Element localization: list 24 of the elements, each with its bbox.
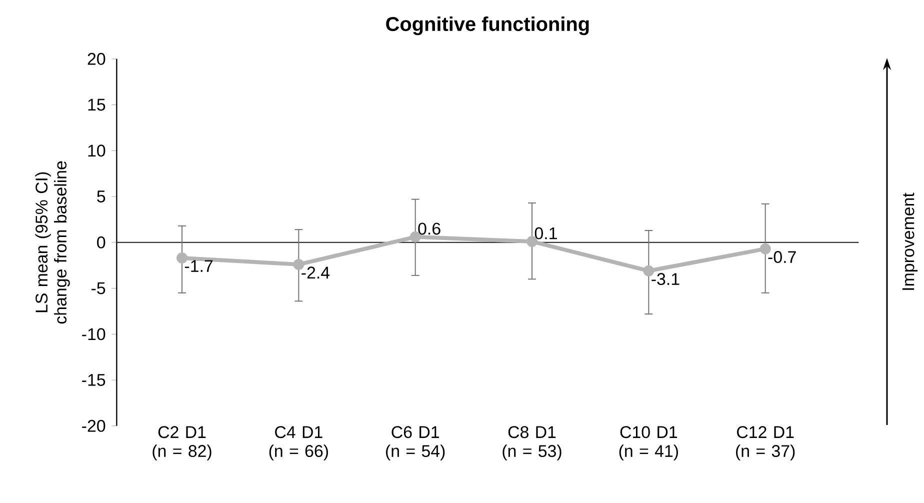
x-tick-label: C10 D1 (n = 41) — [619, 426, 678, 460]
y-tick-label: 10 — [88, 144, 106, 157]
data-label: 0.6 — [418, 222, 440, 235]
y-tick-label: 20 — [88, 52, 106, 65]
x-tick-label: C2 D1 (n = 82) — [152, 426, 212, 460]
data-label: -2.4 — [302, 266, 330, 278]
y-tick-label: -15 — [82, 374, 106, 386]
y-tick-label: 15 — [88, 98, 106, 111]
y-axis-title: LS mean (95% CI) change from baseline — [35, 161, 70, 324]
y-tick-label: -20 — [82, 420, 106, 432]
y-tick-label: -5 — [92, 282, 106, 294]
x-tick-label: C4 D1 (n = 66) — [269, 426, 328, 460]
y-tick-label: 0 — [97, 236, 106, 248]
x-tick-label: C12 D1 (n = 37) — [736, 426, 795, 460]
data-label: 0.1 — [534, 227, 557, 240]
y-tick-label: 5 — [97, 190, 106, 202]
y-tick-label: -10 — [82, 328, 106, 340]
chart-title: Cognitive functioning — [386, 16, 589, 36]
data-label: -3.1 — [652, 273, 680, 286]
text: Improvement — [902, 192, 918, 290]
data-label: -1.7 — [184, 260, 213, 272]
x-tick-label: C6 D1 (n = 54) — [386, 426, 445, 460]
data-label: -0.7 — [768, 251, 796, 264]
x-tick-label: C8 D1 (n = 53) — [502, 426, 562, 460]
